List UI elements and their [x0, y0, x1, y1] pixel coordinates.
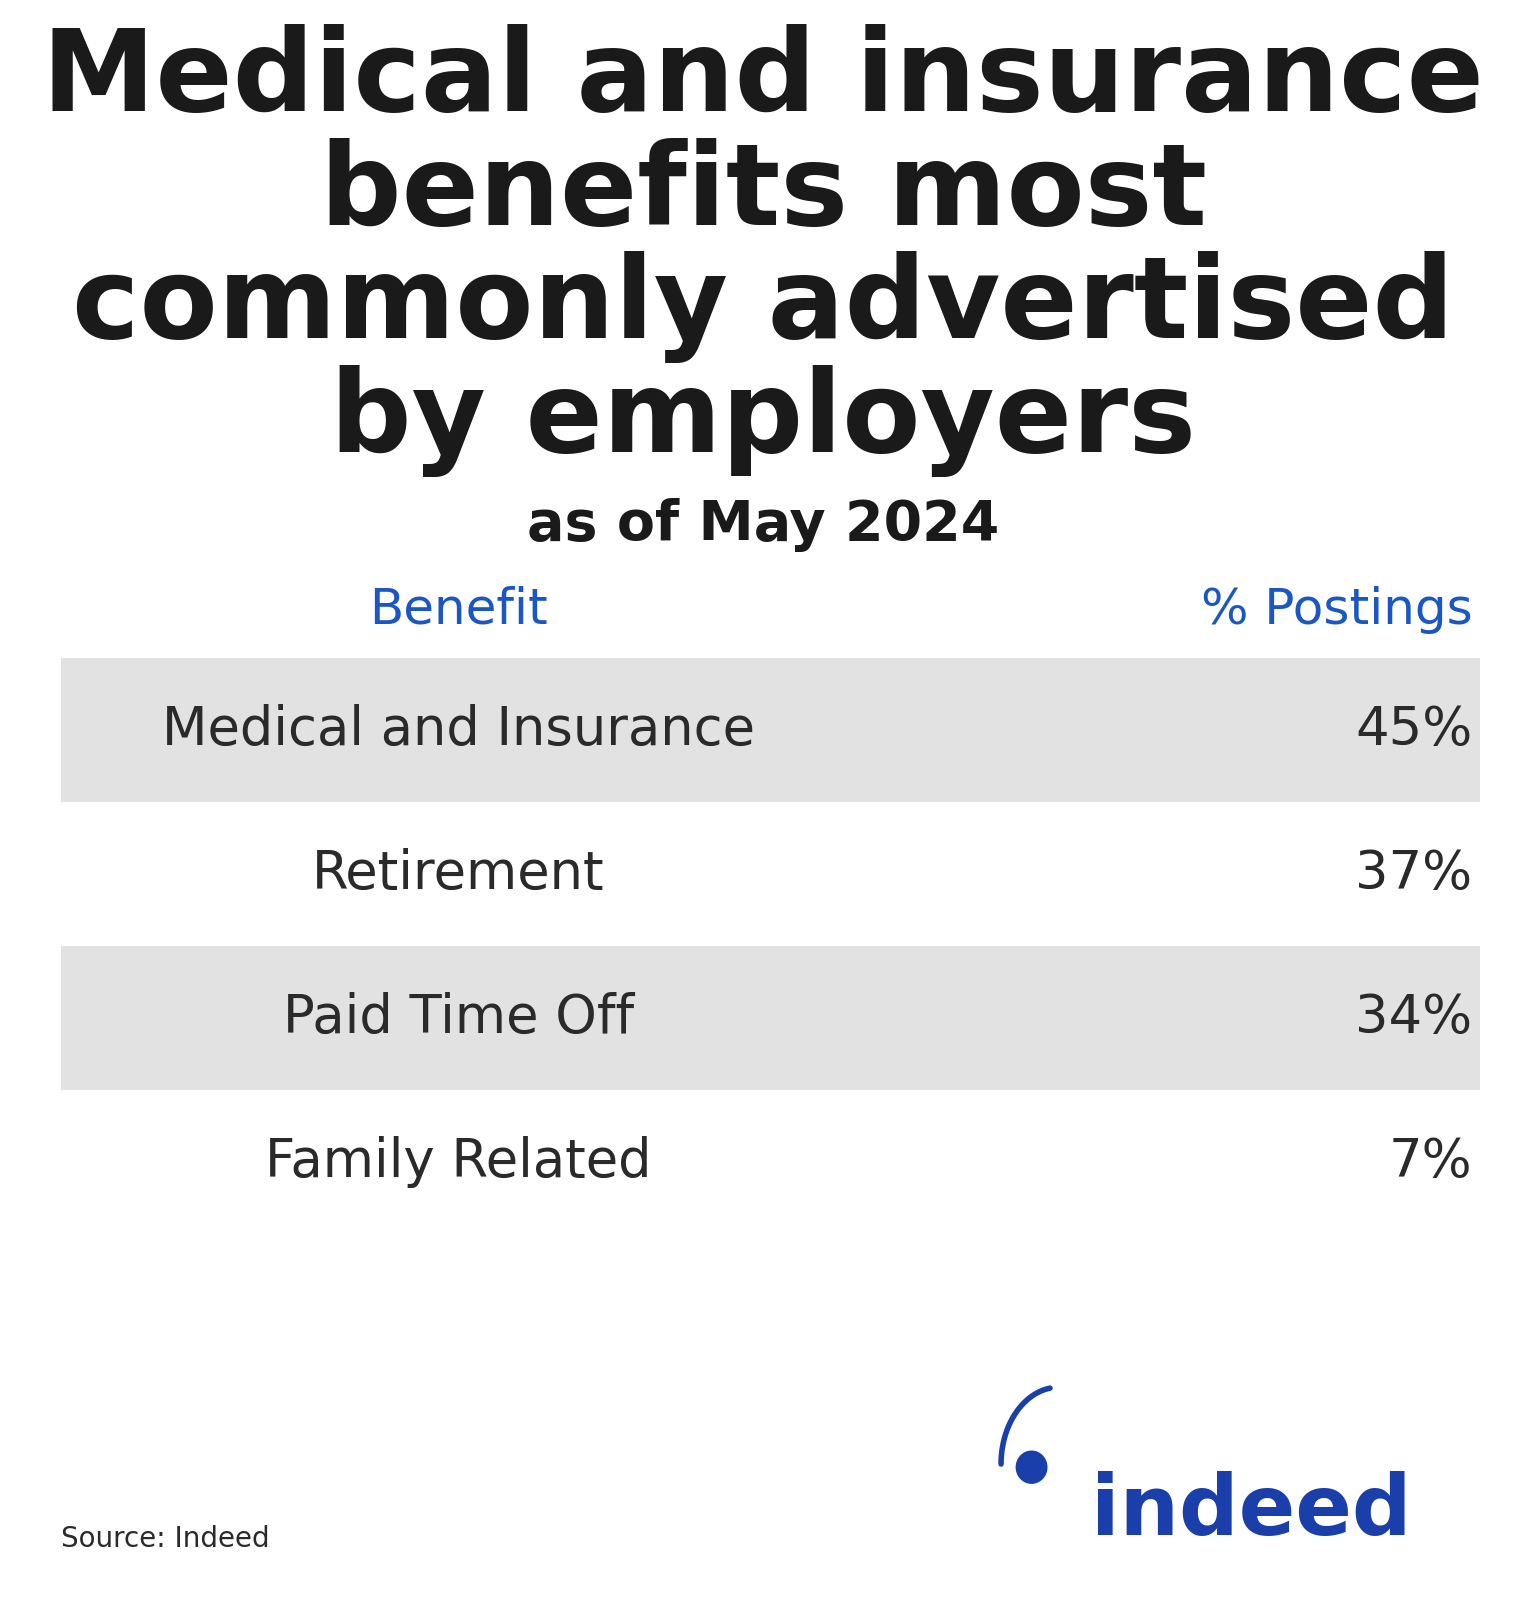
Text: Benefit: Benefit: [369, 586, 548, 634]
Text: % Postings: % Postings: [1201, 586, 1473, 634]
Text: as of May 2024: as of May 2024: [526, 498, 1000, 552]
Text: benefits most: benefits most: [319, 138, 1207, 248]
Text: by employers: by employers: [330, 365, 1196, 477]
Text: Family Related: Family Related: [266, 1136, 652, 1187]
Text: 37%: 37%: [1355, 848, 1473, 899]
Text: Medical and Insurance: Medical and Insurance: [162, 704, 755, 755]
Text: Source: Indeed: Source: Indeed: [61, 1525, 270, 1554]
Bar: [61, 946, 1480, 1090]
Text: 7%: 7%: [1389, 1136, 1473, 1187]
Text: Retirement: Retirement: [313, 848, 604, 899]
Text: 45%: 45%: [1355, 704, 1473, 755]
Text: indeed: indeed: [1091, 1472, 1412, 1552]
Bar: [61, 658, 1480, 802]
Text: 34%: 34%: [1355, 992, 1473, 1043]
Text: Paid Time Off: Paid Time Off: [282, 992, 633, 1043]
Text: commonly advertised: commonly advertised: [72, 251, 1454, 363]
Text: Medical and insurance: Medical and insurance: [43, 24, 1483, 134]
Circle shape: [1016, 1451, 1047, 1483]
